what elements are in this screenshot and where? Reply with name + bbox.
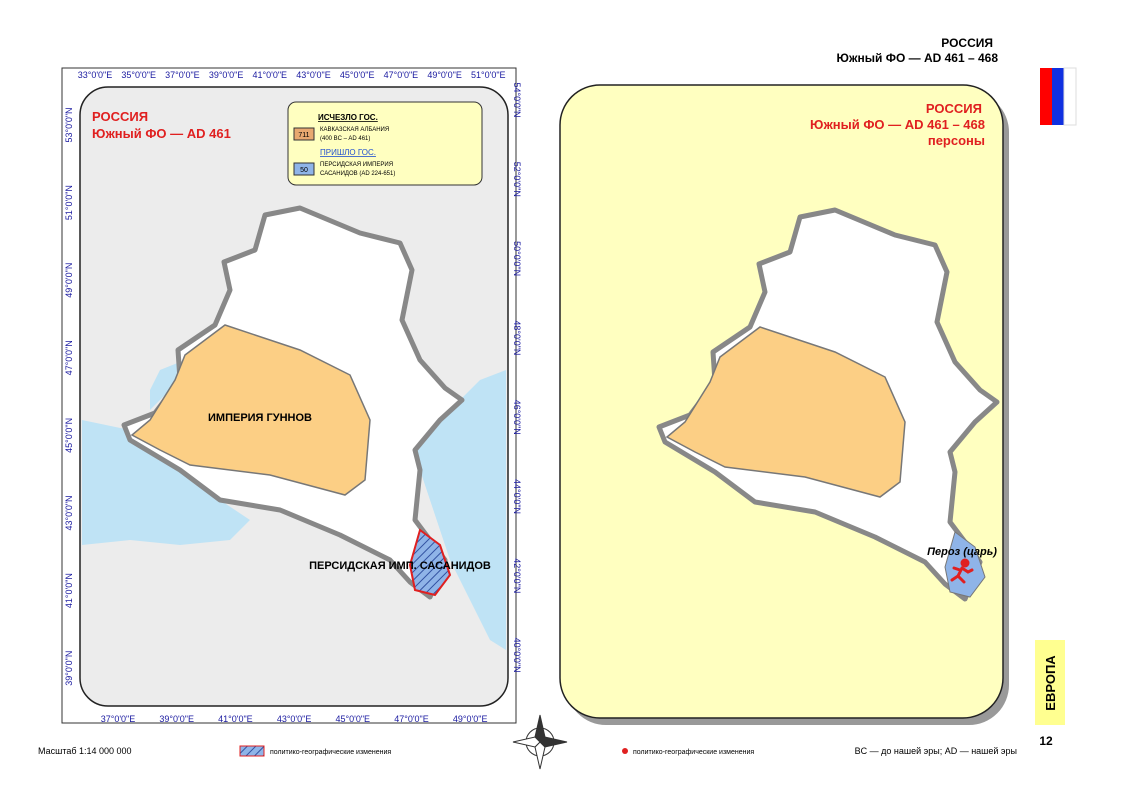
axis-label: 37°0'0"E	[165, 70, 200, 80]
legend-dates: САСАНИДОВ (AD 224-651)	[320, 171, 395, 177]
header-subtitle: Южный ФО — AD 461 – 468	[836, 51, 998, 65]
legend-dates: (400 BC – AD 461)	[320, 136, 370, 142]
sassanid-area	[408, 528, 452, 597]
axis-label: 49°0'0"E	[427, 70, 462, 80]
axis-label: 46°0'0"N	[512, 400, 522, 435]
axis-label: 51°0'0"N	[64, 185, 74, 220]
black-sea	[82, 420, 250, 545]
axis-label: 49°0'0"N	[64, 263, 74, 298]
legend-swatch	[293, 127, 315, 141]
era-note: BC — до нашей эры; AD — нашей эры	[855, 746, 1017, 756]
axis-label: 54°0'0"N	[512, 82, 522, 117]
axis-label: 33°0'0"E	[78, 70, 113, 80]
map-subtitle: Южный ФО — AD 461	[92, 126, 231, 141]
legend-swatch	[293, 162, 315, 176]
axis-label: 43°0'0"N	[64, 495, 74, 530]
flag-white	[1063, 67, 1077, 126]
axis-label: 45°0'0"N	[64, 418, 74, 453]
axis-label: 47°0'0"N	[64, 340, 74, 375]
axis-label: 47°0'0"E	[384, 70, 419, 80]
axis-label: 49°0'0"E	[453, 714, 488, 724]
person-icon	[950, 558, 974, 584]
map-title: РОССИЯ	[92, 109, 148, 124]
legend-swatch	[239, 745, 265, 757]
scale-text: Масштаб 1:14 000 000	[38, 746, 132, 756]
legend-heading: ПРИШЛО ГОС.	[320, 148, 376, 157]
flag-red	[1040, 68, 1052, 125]
axis-label: 41°0'0"N	[64, 573, 74, 608]
person-label: Пероз (царь)	[927, 546, 997, 558]
axis-label: 39°0'0"E	[159, 714, 194, 724]
axis-label: 43°0'0"E	[277, 714, 312, 724]
axis-label: 51°0'0"E	[471, 70, 506, 80]
legend	[287, 101, 483, 186]
region-label: ИМПЕРИЯ ГУННОВ	[208, 412, 312, 424]
caspian-sea	[415, 370, 506, 650]
axis-label: 53°0'0"N	[64, 107, 74, 142]
map-subtitle: Южный ФО — AD 461 – 468	[810, 117, 985, 132]
axis-label: 39°0'0"N	[64, 651, 74, 686]
region-label: ПЕРСИДСКАЯ ИМП. САСАНИДОВ	[309, 560, 491, 572]
footer-legend: политико-географические изменения	[633, 749, 754, 756]
compass	[512, 714, 568, 770]
axis-label: 41°0'0"E	[253, 70, 288, 80]
axis-label: 41°0'0"E	[218, 714, 253, 724]
legend-dot	[622, 748, 628, 754]
axis-label: 47°0'0"E	[394, 714, 429, 724]
axis-label: 45°0'0"E	[336, 714, 371, 724]
legend-code: 711	[298, 132, 309, 139]
legend-code: 50	[300, 167, 308, 174]
legend-name: КАВКАЗСКАЯ АЛБАНИЯ	[320, 127, 389, 133]
header-country: РОССИЯ	[941, 36, 993, 50]
axis-label: 39°0'0"E	[209, 70, 244, 80]
axis-label: 35°0'0"E	[121, 70, 156, 80]
axis-label: 37°0'0"E	[101, 714, 136, 724]
legend-heading: ИСЧЕЗЛО ГОС.	[318, 113, 378, 122]
map-caption: персоны	[928, 133, 985, 148]
side-tab	[1035, 640, 1065, 725]
side-tab-text: ЕВРОПА	[1043, 655, 1058, 711]
axis-label: 48°0'0"N	[512, 320, 522, 355]
axis-label: 42°0'0"N	[512, 558, 522, 593]
axis-label: 50°0'0"N	[512, 241, 522, 276]
footer-legend: политико-географические изменения	[270, 749, 391, 756]
page-number: 12	[1039, 734, 1053, 748]
axis-label: 52°0'0"N	[512, 162, 522, 197]
axis-label: 44°0'0"N	[512, 479, 522, 514]
legend-name: ПЕРСИДСКАЯ ИМПЕРИЯ	[320, 162, 393, 168]
azov-sea	[150, 360, 185, 410]
map-title: РОССИЯ	[926, 101, 982, 116]
axis-label: 43°0'0"E	[296, 70, 331, 80]
axis-label: 40°0'0"N	[512, 638, 522, 673]
flag-blue	[1052, 68, 1064, 125]
axis-label: 45°0'0"E	[340, 70, 375, 80]
